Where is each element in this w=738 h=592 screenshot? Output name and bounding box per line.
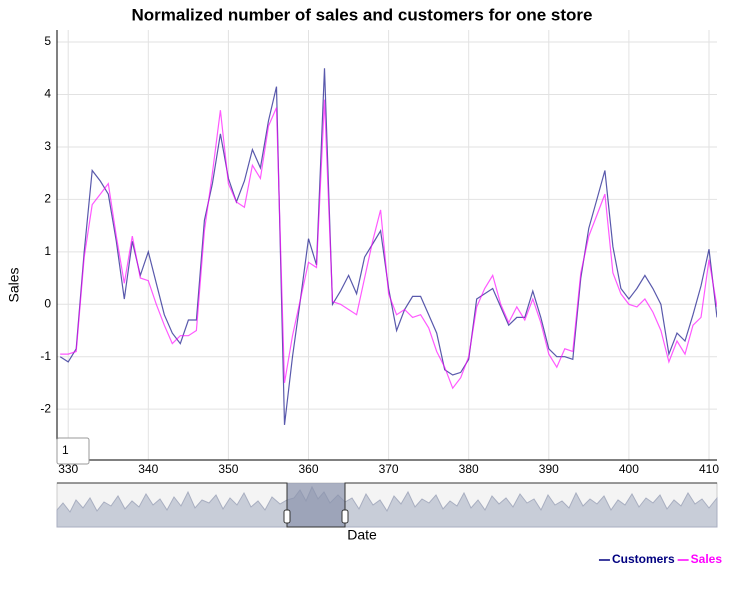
roll-period-input[interactable] xyxy=(56,437,90,465)
x-tick-label: 350 xyxy=(218,462,238,476)
x-tick-label: 370 xyxy=(379,462,399,476)
y-tick-label: -2 xyxy=(40,401,51,415)
y-tick-label: 1 xyxy=(44,244,51,258)
range-handle[interactable] xyxy=(283,509,291,524)
legend-label: Sales xyxy=(691,552,723,566)
x-tick-label: 330 xyxy=(58,462,78,476)
range-selector[interactable] xyxy=(56,482,718,528)
x-tick-label: 400 xyxy=(619,462,639,476)
x-tick-label: 380 xyxy=(459,462,479,476)
legend-label: Customers xyxy=(612,552,675,566)
range-handle[interactable] xyxy=(341,509,349,524)
y-tick-label: 5 xyxy=(44,34,51,48)
roll-period-value: 1 xyxy=(62,443,69,457)
x-axis-label: Date xyxy=(347,527,377,543)
range-window xyxy=(287,483,345,527)
chart-title: Normalized number of sales and customers… xyxy=(131,5,592,24)
y-tick-label: 4 xyxy=(44,87,51,101)
y-tick-label: 2 xyxy=(44,192,51,206)
y-axis-label: Sales xyxy=(6,267,22,302)
y-tick-label: 3 xyxy=(44,139,51,153)
x-tick-label: 360 xyxy=(298,462,318,476)
range-overview xyxy=(56,485,718,528)
y-tick-label: 0 xyxy=(44,296,51,310)
x-tick-label: 410 xyxy=(699,462,719,476)
series-line xyxy=(60,99,717,390)
x-tick-label: 390 xyxy=(539,462,559,476)
range-outline xyxy=(57,482,717,528)
x-tick-label: 340 xyxy=(138,462,158,476)
y-tick-label: -1 xyxy=(40,349,51,363)
